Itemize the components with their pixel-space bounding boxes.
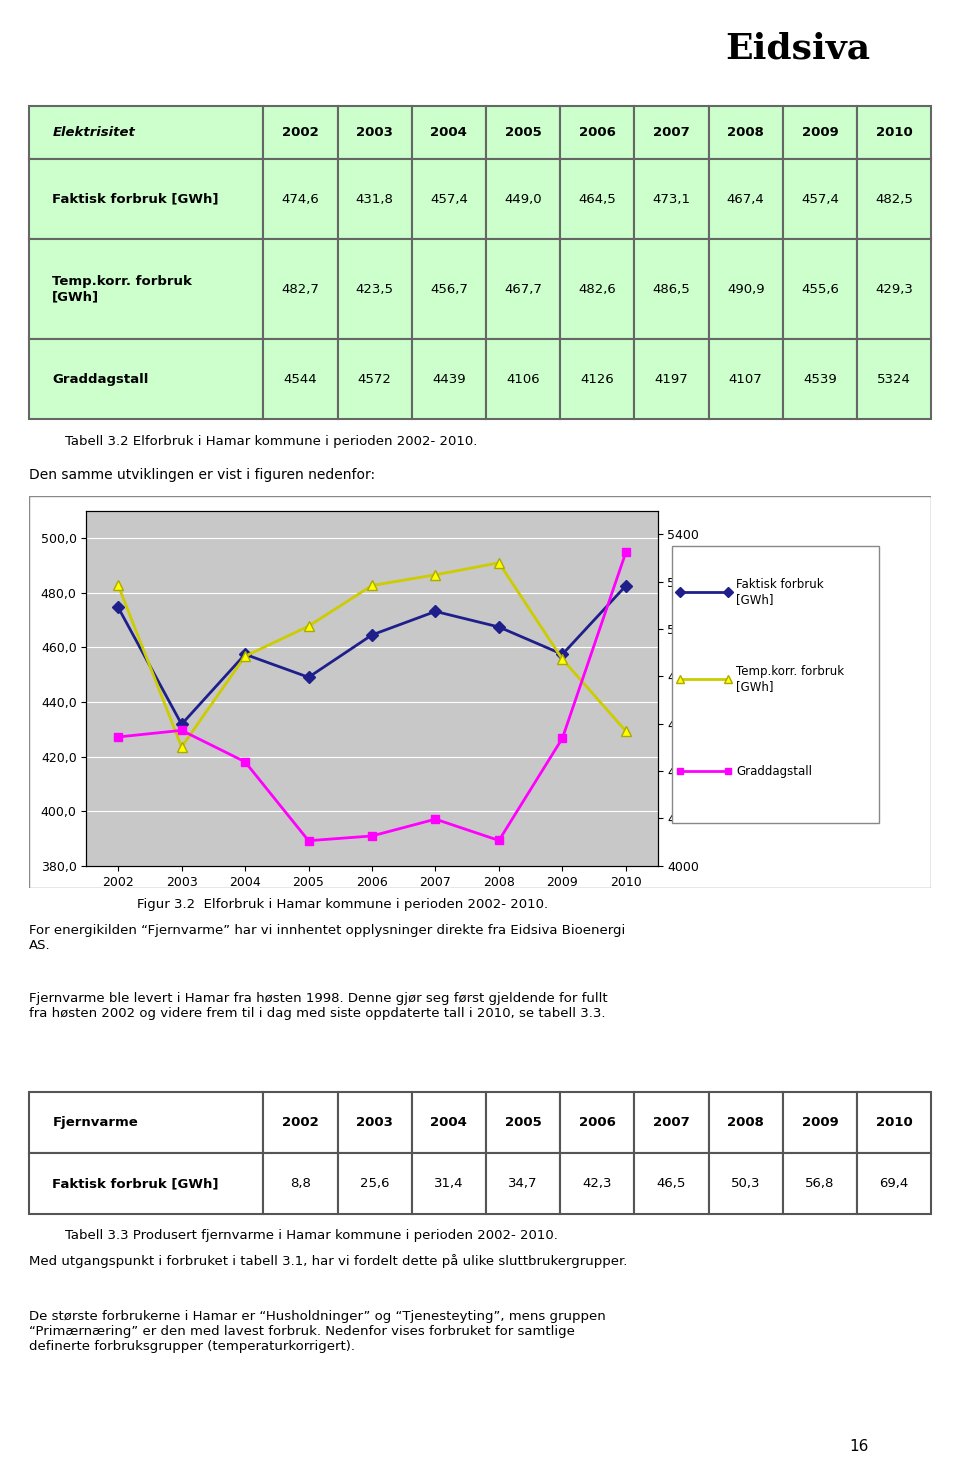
Text: Den samme utviklingen er vist i figuren nedenfor:: Den samme utviklingen er vist i figuren … (29, 468, 375, 482)
FancyBboxPatch shape (29, 496, 931, 888)
Text: Tabell 3.3 Produsert fjernvarme i Hamar kommune i perioden 2002- 2010.: Tabell 3.3 Produsert fjernvarme i Hamar … (65, 1230, 558, 1242)
Text: De største forbrukerne i Hamar er “Husholdninger” og “Tjenesteyting”, mens grupp: De største forbrukerne i Hamar er “Husho… (29, 1310, 606, 1353)
Text: Eidsiva: Eidsiva (726, 31, 871, 65)
Text: Graddagstall: Graddagstall (736, 765, 812, 777)
Text: Temp.korr. forbruk
[GWh]: Temp.korr. forbruk [GWh] (736, 665, 845, 693)
Text: Med utgangspunkt i forbruket i tabell 3.1, har vi fordelt dette på ulike sluttbr: Med utgangspunkt i forbruket i tabell 3.… (29, 1254, 627, 1267)
Text: Tabell 3.2 Elforbruk i Hamar kommune i perioden 2002- 2010.: Tabell 3.2 Elforbruk i Hamar kommune i p… (65, 435, 477, 447)
Text: For energikilden “Fjernvarme” har vi innhentet opplysninger direkte fra Eidsiva : For energikilden “Fjernvarme” har vi inn… (29, 924, 625, 952)
Text: 16: 16 (850, 1439, 869, 1455)
FancyBboxPatch shape (672, 546, 878, 823)
Text: Figur 3.2  Elforbruk i Hamar kommune i perioden 2002- 2010.: Figur 3.2 Elforbruk i Hamar kommune i pe… (137, 898, 548, 910)
Text: Faktisk forbruk
[GWh]: Faktisk forbruk [GWh] (736, 579, 824, 607)
Text: Fjernvarme ble levert i Hamar fra høsten 1998. Denne gjør seg først gjeldende fo: Fjernvarme ble levert i Hamar fra høsten… (29, 992, 608, 1020)
